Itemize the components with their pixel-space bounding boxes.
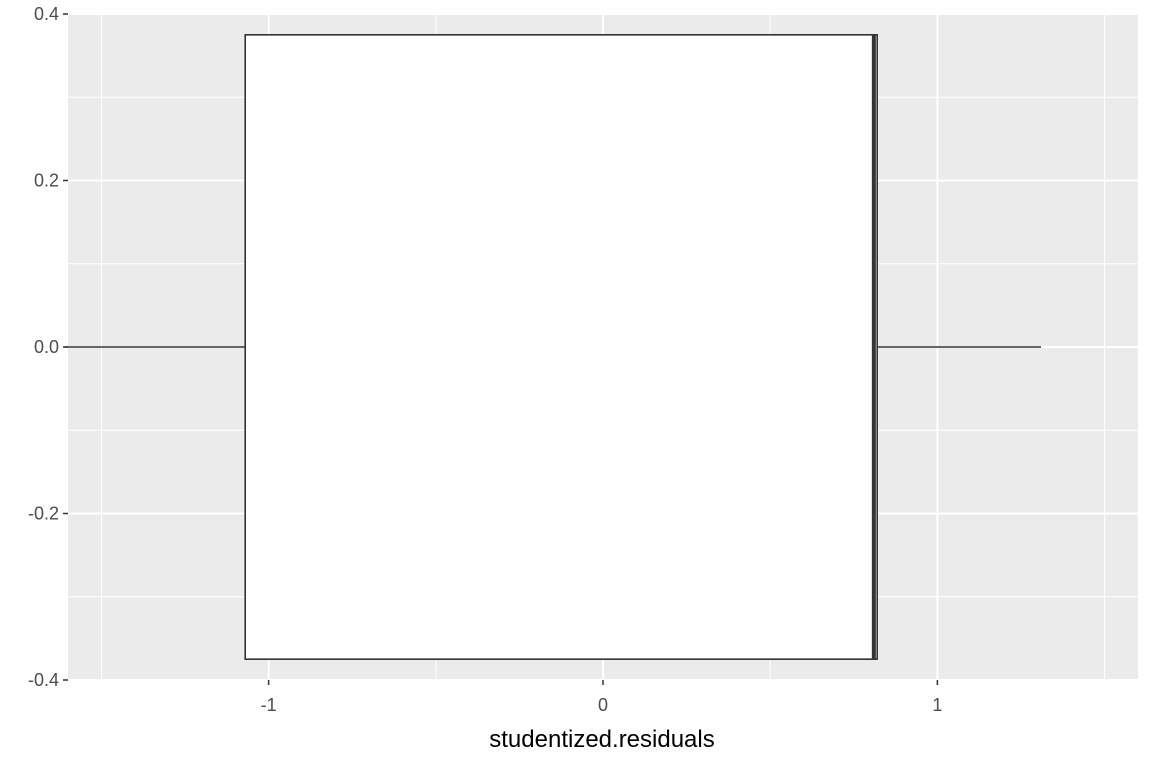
y-tick-label: 0.0 [34,337,59,357]
boxplot [64,34,1042,660]
x-tick-label: -1 [261,695,277,715]
x-tick-label: 0 [598,695,608,715]
y-axis: -0.4 -0.2 0.0 0.2 0.4 [28,4,68,690]
y-tick-label: -0.4 [28,670,59,690]
x-tick-label: 1 [932,695,942,715]
box-iqr [244,34,878,660]
x-axis: -1 0 1 [261,680,942,715]
y-tick-label: -0.2 [28,504,59,524]
x-axis-title: studentized.residuals [489,726,714,753]
y-tick-label: 0.2 [34,171,59,191]
y-tick-label: 0.4 [34,4,59,24]
